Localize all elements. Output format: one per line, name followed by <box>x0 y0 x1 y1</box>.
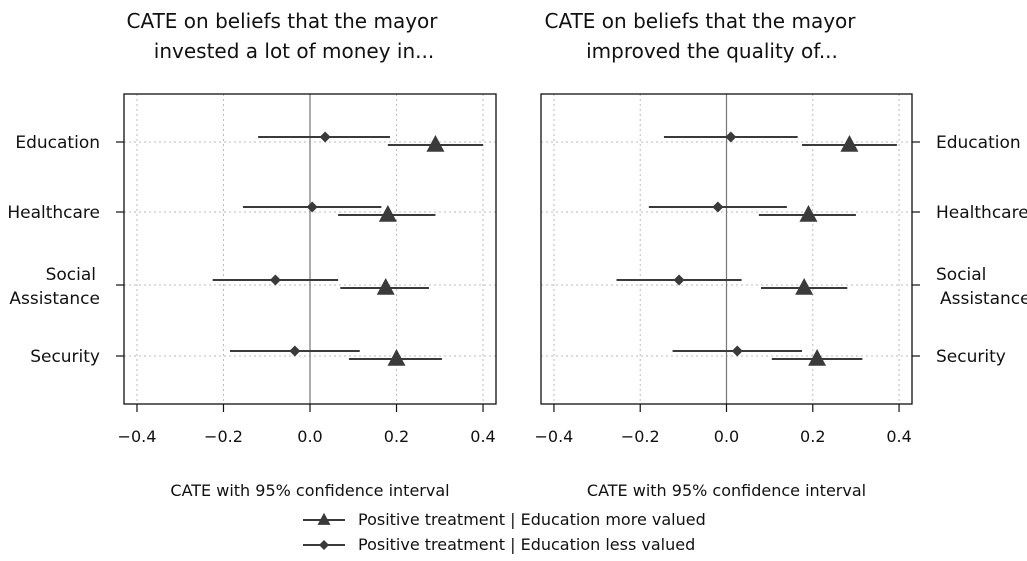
panel-2-x-axis-label: CATE with 95% confidence interval <box>587 481 866 500</box>
panel-2-x-tick-label-2: 0.0 <box>714 427 739 446</box>
panel-2-category-label-0-0: Education <box>936 133 1021 153</box>
panel-1-triangle-point-3 <box>387 348 406 366</box>
panel-1-category-label-2-0: Social <box>46 265 96 285</box>
panel-1-triangle-point-0 <box>426 134 445 152</box>
panel-2-triangle-point-3 <box>808 348 827 366</box>
panel-1-title-line-2: invested a lot of money in... <box>154 39 434 63</box>
panel-2-diamond-point-0 <box>725 131 737 143</box>
panel-1-x-tick-label-0: −0.4 <box>118 427 157 446</box>
panel-2-triangle-point-2 <box>795 277 814 295</box>
panel-2-triangle-point-1 <box>799 204 818 222</box>
panel-1-category-label-3-0: Security <box>30 347 100 367</box>
legend-diamond-marker <box>319 540 329 550</box>
legend-label-diamond: Positive treatment | Education less valu… <box>358 535 695 554</box>
panel-1-category-label-1-0: Healthcare <box>7 203 100 223</box>
panel-1-x-axis-label: CATE with 95% confidence interval <box>170 481 449 500</box>
panel-1-diamond-point-0 <box>319 131 331 143</box>
panel-1-category-label-2-1: Assistance <box>9 289 100 309</box>
panel-1-diamond-point-2 <box>269 274 281 286</box>
panel-1-x-tick-label-2: 0.0 <box>297 427 322 446</box>
panel-2-category-label-2-0: Social <box>936 265 986 285</box>
panel-2-title-line-2: improved the quality of... <box>586 39 838 63</box>
panel-1-category-label-0-0: Education <box>15 133 100 153</box>
legend-triangle-marker <box>317 512 331 525</box>
panel-2-category-label-1-0: Healthcare <box>936 203 1027 223</box>
panel-2-title-line-1: CATE on beliefs that the mayor <box>545 9 857 33</box>
panel-1-diamond-point-1 <box>306 201 318 213</box>
panel-2-triangle-point-0 <box>840 134 859 152</box>
panel-2-x-tick-label-0: −0.4 <box>535 427 574 446</box>
panel-2-x-tick-label-1: −0.2 <box>621 427 660 446</box>
panel-2-x-tick-label-3: 0.2 <box>800 427 825 446</box>
panel-2-category-label-3-0: Security <box>936 347 1006 367</box>
panel-2-category-label-2-1: Assistance <box>940 289 1027 309</box>
panel-1-triangle-point-1 <box>378 204 397 222</box>
panel-2-x-tick-label-4: 0.4 <box>886 427 911 446</box>
panel-2-diamond-point-2 <box>673 274 685 286</box>
panel-2-diamond-point-3 <box>731 345 743 357</box>
legend-label-triangle: Positive treatment | Education more valu… <box>358 510 706 529</box>
panel-2-diamond-point-1 <box>712 201 724 213</box>
panel-1-diamond-point-3 <box>289 345 301 357</box>
panel-1-title-line-1: CATE on beliefs that the mayor <box>127 9 439 33</box>
panel-1-triangle-point-2 <box>376 277 395 295</box>
panel-1-x-tick-label-3: 0.2 <box>384 427 409 446</box>
panel-1-x-tick-label-1: −0.2 <box>204 427 243 446</box>
panel-1-x-tick-label-4: 0.4 <box>470 427 495 446</box>
